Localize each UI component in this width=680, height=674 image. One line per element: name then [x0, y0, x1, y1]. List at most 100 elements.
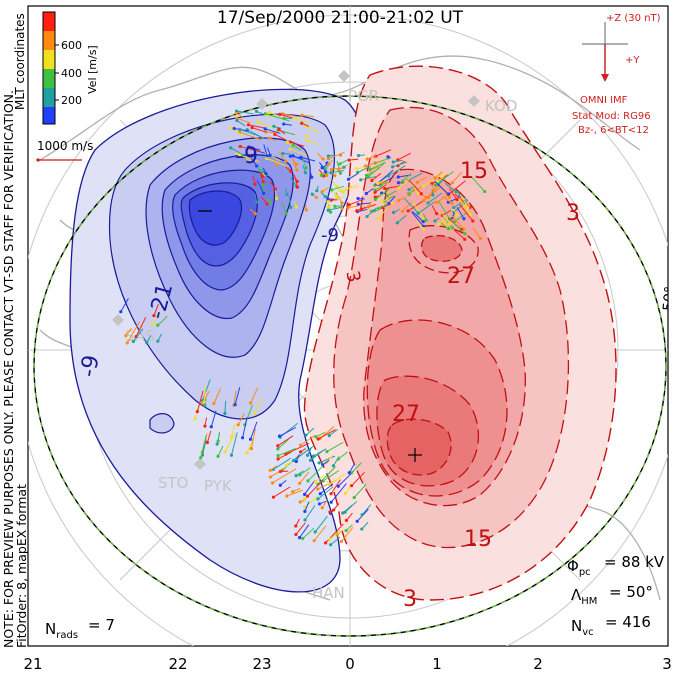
- vector-origin: [377, 216, 381, 220]
- velocity-vector: [236, 120, 246, 127]
- velocity-vector: [322, 470, 340, 482]
- velocity-vector: [302, 527, 315, 539]
- contour-label-pos: 27: [392, 402, 420, 427]
- radar-label-sto: STO: [158, 474, 189, 492]
- vector-origin: [285, 494, 289, 498]
- vector-origin: [363, 164, 367, 168]
- velocity-vector: [335, 192, 343, 204]
- velocity-vector: [437, 174, 447, 182]
- velocity-vector: [290, 177, 297, 187]
- n-vc-value: 416: [622, 613, 651, 631]
- velocity-vector: [348, 172, 359, 180]
- vector-origin: [234, 152, 238, 156]
- velocity-vector: [248, 124, 267, 129]
- velocity-vector: [361, 504, 372, 516]
- mlt-tick: 1: [432, 655, 442, 673]
- velocity-vector: [224, 433, 236, 452]
- velocity-vector: [370, 162, 385, 170]
- phi-pc-value: 88 kV: [621, 553, 665, 571]
- vector-origin: [352, 495, 356, 500]
- vector-origin: [400, 209, 405, 213]
- vector-origin: [261, 183, 265, 187]
- vector-origin: [373, 190, 377, 194]
- contour-label-pos: 3: [403, 587, 417, 612]
- vector-origin: [152, 314, 156, 318]
- vector-origin: [400, 179, 405, 183]
- vector-origin: [356, 170, 360, 175]
- mlt-tick: 0: [345, 655, 355, 673]
- vector-origin: [246, 123, 251, 127]
- vector-origin: [315, 189, 319, 193]
- vector-origin: [235, 116, 239, 120]
- vector-origin: [292, 458, 296, 463]
- velocity-vector: [153, 303, 159, 316]
- velocity-vector: [279, 426, 296, 437]
- vector-origin: [324, 170, 328, 174]
- velocity-vector: [326, 441, 344, 453]
- vector-origin: [366, 175, 370, 179]
- velocity-vector: [250, 428, 256, 449]
- vector-origin: [229, 146, 233, 150]
- vector-origin: [448, 222, 452, 226]
- vector-origin: [294, 459, 298, 464]
- velocity-vector: [329, 529, 342, 540]
- velocity-vector: [270, 468, 285, 478]
- vector-origin: [359, 178, 363, 182]
- velocity-vector: [266, 131, 278, 134]
- vector-origin: [298, 481, 302, 485]
- vector-origin: [289, 169, 293, 173]
- vector-origin: [199, 456, 203, 460]
- velocity-vector: [444, 182, 457, 193]
- vector-origin: [254, 200, 259, 204]
- imf-model: Stat Mod: RG96: [572, 111, 651, 122]
- vector-origin: [355, 209, 359, 213]
- velocity-vector: [273, 486, 291, 498]
- velocity-vector: [329, 473, 346, 485]
- vector-origin: [294, 205, 299, 209]
- velocity-vector: [357, 208, 368, 213]
- velocity-vector: [321, 499, 328, 508]
- velocity-vector: [351, 462, 363, 474]
- map-title: 17/Sep/2000 21:00-21:02 UT: [216, 8, 464, 28]
- vector-origin: [232, 126, 236, 131]
- vector-origin: [275, 163, 279, 167]
- vector-origin: [276, 454, 280, 458]
- vector-origin: [368, 167, 372, 171]
- velocity-vector: [301, 114, 315, 118]
- phi-pc-eq: = 88 kV: [604, 553, 665, 571]
- vector-origin: [463, 237, 467, 241]
- vector-origin: [193, 417, 197, 421]
- vector-origin: [347, 158, 351, 162]
- velocity-vector: [451, 171, 463, 184]
- velocity-vector: [330, 536, 341, 546]
- radar-markers: PGR KOD SAS STO PYK HAN: [125, 87, 517, 602]
- velocity-vector: [304, 501, 310, 512]
- vector-origin: [234, 109, 239, 113]
- vector-origin: [277, 127, 281, 131]
- vector-origin: [304, 166, 308, 170]
- velocity-vector: [236, 110, 254, 115]
- velocity-vector: [277, 448, 296, 457]
- vector-origin: [235, 111, 239, 116]
- velocity-vector: [306, 125, 320, 134]
- velocity-vector: [315, 431, 326, 438]
- velocity-vector: [331, 169, 345, 174]
- vector-origin: [396, 175, 400, 179]
- vector-origin: [331, 464, 336, 468]
- velocity-vector: [299, 467, 311, 476]
- vector-origin: [356, 202, 360, 206]
- velocity-vector: [387, 195, 396, 205]
- vector-origin: [253, 212, 257, 216]
- vector-origin: [326, 154, 330, 158]
- vector-origin: [433, 219, 437, 223]
- vector-origin: [329, 198, 333, 202]
- vector-origin: [302, 492, 307, 496]
- vector-origin: [435, 212, 439, 216]
- velocity-vector: [277, 439, 289, 450]
- vector-origin: [294, 524, 298, 528]
- preview-note: NOTE: FOR PREVIEW PURPOSES ONLY. PLEASE …: [1, 90, 29, 648]
- velocity-vector: [279, 113, 293, 119]
- velocity-vector: [257, 121, 275, 130]
- velocity-vector: [200, 435, 207, 458]
- velocity-vector: [378, 203, 389, 209]
